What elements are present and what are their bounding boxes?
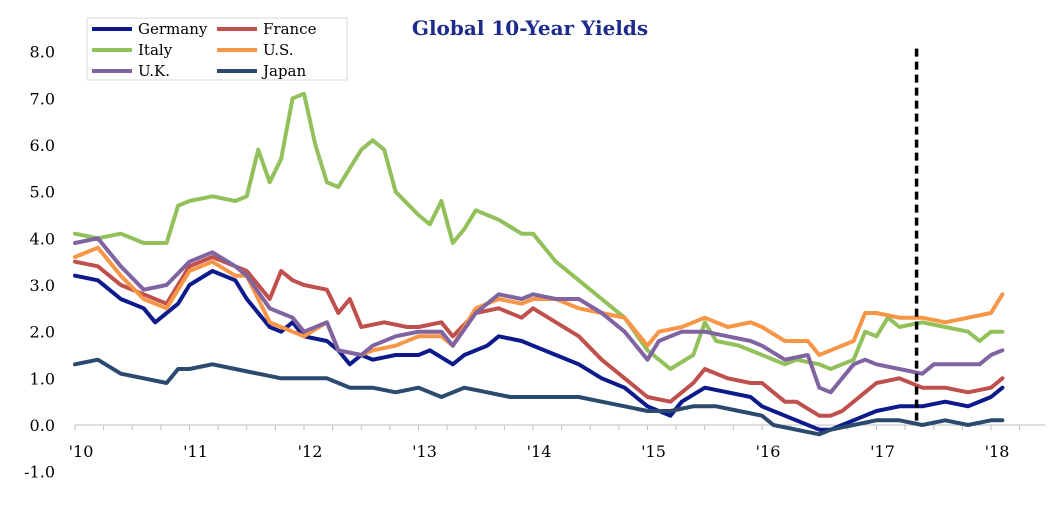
y-tick-label: 4.0 [30, 229, 55, 248]
y-tick-label: 5.0 [30, 183, 55, 202]
x-tick-label: '11 [183, 442, 208, 461]
x-axis: '10 '11 '12 '13 '14 '15 '16 '17 '18 [69, 424, 1045, 461]
y-tick-label: 3.0 [30, 276, 55, 295]
series-line-italy [73, 91, 1005, 371]
y-tick-label: 7.0 [30, 89, 55, 108]
y-tick-label: 2.0 [30, 323, 55, 342]
x-tick-label: '17 [870, 442, 895, 461]
y-tick-label: 0.0 [30, 416, 55, 435]
series-line-u-k [73, 236, 1005, 395]
x-tick-label: '10 [69, 442, 94, 461]
legend-label: Japan [261, 62, 307, 80]
legend-label: Germany [138, 20, 208, 38]
x-tick-label: '12 [298, 442, 323, 461]
x-tick-label: '13 [412, 442, 437, 461]
legend-label: U.S. [263, 41, 294, 59]
y-tick-label: -1.0 [24, 463, 55, 482]
legend-label: Italy [138, 41, 173, 59]
x-tick-label: '14 [527, 442, 552, 461]
legend-label: France [263, 20, 317, 38]
series-line-france [73, 255, 1005, 418]
y-tick-label: 1.0 [30, 369, 55, 388]
x-tick-label: '16 [756, 442, 781, 461]
y-tick-label: 6.0 [30, 136, 55, 155]
x-tick-label: '15 [641, 442, 666, 461]
x-tick-label: '18 [985, 442, 1010, 461]
legend-label: U.K. [138, 62, 170, 80]
chart-title: Global 10-Year Yields [412, 16, 648, 40]
legend: Germany France Italy U.S. U.K. Japan [86, 17, 348, 81]
y-axis-ticks: -1.0 0.0 1.0 2.0 3.0 4.0 5.0 6.0 7.0 8.0 [24, 43, 55, 482]
series-lines [73, 91, 1005, 437]
series-line-japan [73, 357, 1005, 437]
y-tick-label: 8.0 [30, 43, 55, 62]
